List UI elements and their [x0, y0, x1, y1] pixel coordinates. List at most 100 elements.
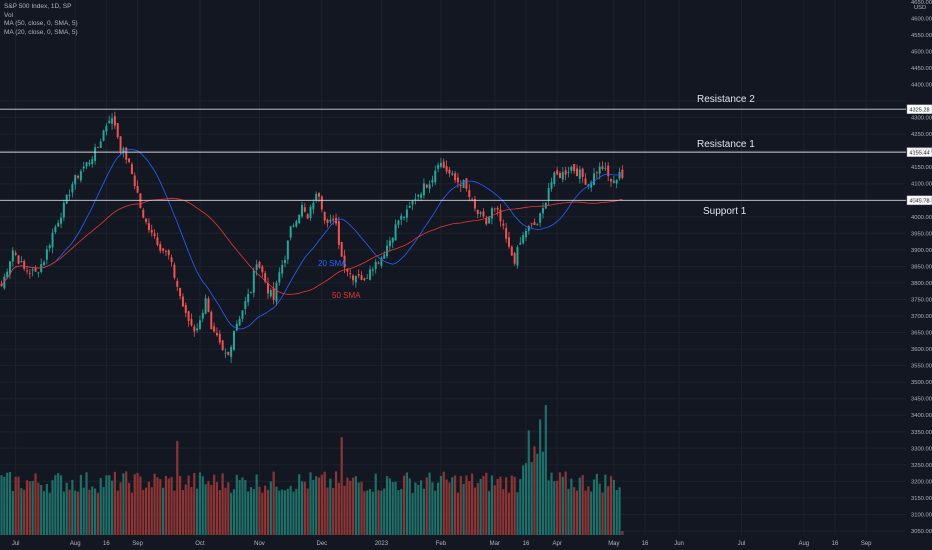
x-tick-label: Dec	[317, 541, 328, 547]
volume-bar	[235, 474, 238, 535]
volume-bar	[462, 483, 465, 535]
volume-bar	[332, 488, 335, 535]
x-tick-label: Jul	[738, 541, 746, 547]
y-tick-label: 4300.00	[911, 116, 932, 122]
candle-body	[615, 180, 618, 184]
volume-bar	[612, 479, 615, 535]
volume-bar	[575, 490, 579, 535]
y-tick-label: 4550.00	[911, 33, 932, 39]
volume-bar	[553, 481, 556, 535]
volume-bar	[607, 486, 610, 535]
volume-bar	[408, 478, 411, 535]
level-label-resistance-1: Resistance 1	[697, 139, 755, 150]
candle-body	[128, 158, 131, 162]
candle-body	[533, 222, 536, 226]
candle-body	[102, 130, 105, 141]
volume-bar	[179, 475, 182, 535]
volume-bar	[567, 488, 570, 535]
volume-bar	[88, 489, 91, 535]
x-tick-label: Aug	[70, 541, 81, 547]
volume-bar	[159, 479, 162, 535]
volume-bar	[476, 482, 479, 535]
volume-bar	[505, 477, 508, 535]
price-axis[interactable]: USD4700.004650.004600.004550.004500.0044…	[911, 0, 932, 535]
candle-body	[184, 304, 187, 313]
candle-body	[482, 211, 485, 217]
candle-body	[116, 123, 119, 138]
candle-body	[54, 226, 57, 233]
candle-body	[610, 178, 613, 182]
volume-bar	[82, 487, 85, 535]
volume-bar	[360, 481, 363, 535]
x-tick-label: Apr	[552, 541, 561, 547]
volume-bar	[422, 488, 426, 535]
horizontal-levels[interactable]: 4325.28 4195.44 4049.78	[0, 104, 932, 206]
candle-body	[349, 273, 352, 274]
volume-bar	[397, 490, 400, 535]
volume-bar	[513, 476, 516, 535]
candle-body	[193, 326, 196, 332]
candle-body	[23, 261, 26, 269]
candle-body	[303, 207, 306, 212]
volume-bar	[618, 487, 621, 535]
candle-body	[607, 165, 610, 177]
volume-bar	[354, 476, 357, 535]
volume-bar	[439, 475, 443, 535]
volume-bar	[493, 485, 496, 535]
y-axis-currency: USD	[914, 5, 926, 11]
volume-bar	[133, 474, 136, 535]
candle-body	[476, 209, 479, 214]
y-tick-label: 3400.00	[911, 413, 932, 419]
candle-body	[198, 320, 201, 330]
volume-bar	[405, 472, 409, 535]
volume-bar	[507, 492, 511, 535]
volume-bar	[45, 483, 48, 535]
volume-bar	[17, 476, 20, 535]
volume-bar	[539, 419, 542, 535]
volume-bar	[122, 473, 125, 535]
candle-body	[397, 220, 400, 225]
volume-bar	[167, 478, 170, 535]
y-tick-label: 4500.00	[911, 49, 932, 55]
volume-bars	[0, 405, 624, 535]
candle-body	[513, 253, 516, 264]
candle-body	[601, 166, 604, 169]
volume-bar	[96, 492, 99, 535]
volume-bar	[164, 475, 168, 535]
candle-body	[230, 346, 233, 358]
candle-body	[26, 270, 29, 272]
candle-body	[264, 273, 267, 282]
time-axis[interactable]: Jul Aug 16 Sep Oct Nov Dec 2023 Feb Mar 16 Apr May 16…	[12, 541, 872, 547]
volume-bar	[281, 489, 284, 535]
y-tick-label: 3350.00	[911, 430, 932, 436]
candle-body	[527, 226, 530, 231]
candle-body	[31, 269, 34, 271]
candle-body	[454, 173, 457, 181]
candle-body	[439, 162, 442, 167]
candle-body	[366, 278, 369, 279]
y-tick-label: 4400.00	[911, 82, 932, 88]
candle-body	[224, 352, 227, 354]
candle-body	[576, 168, 579, 176]
candle-body	[417, 194, 420, 197]
candle-body	[323, 212, 326, 221]
candle-body	[170, 257, 173, 263]
volume-bar	[173, 490, 176, 535]
volume-bar	[337, 482, 340, 535]
candle-body	[352, 275, 355, 281]
y-tick-label: 3200.00	[911, 479, 932, 485]
y-tick-label: 4000.00	[911, 215, 932, 221]
candle-body	[181, 296, 184, 307]
y-tick-label: 3250.00	[911, 463, 932, 469]
volume-bar	[315, 476, 318, 535]
candle-body	[561, 172, 564, 180]
volume-bar	[147, 481, 151, 535]
volume-bar	[468, 480, 471, 535]
volume-bar	[184, 484, 187, 535]
candle-body	[510, 246, 513, 256]
candle-body	[312, 202, 315, 210]
candle-body	[295, 221, 298, 227]
candle-body	[14, 252, 17, 255]
volume-bar	[317, 477, 321, 535]
